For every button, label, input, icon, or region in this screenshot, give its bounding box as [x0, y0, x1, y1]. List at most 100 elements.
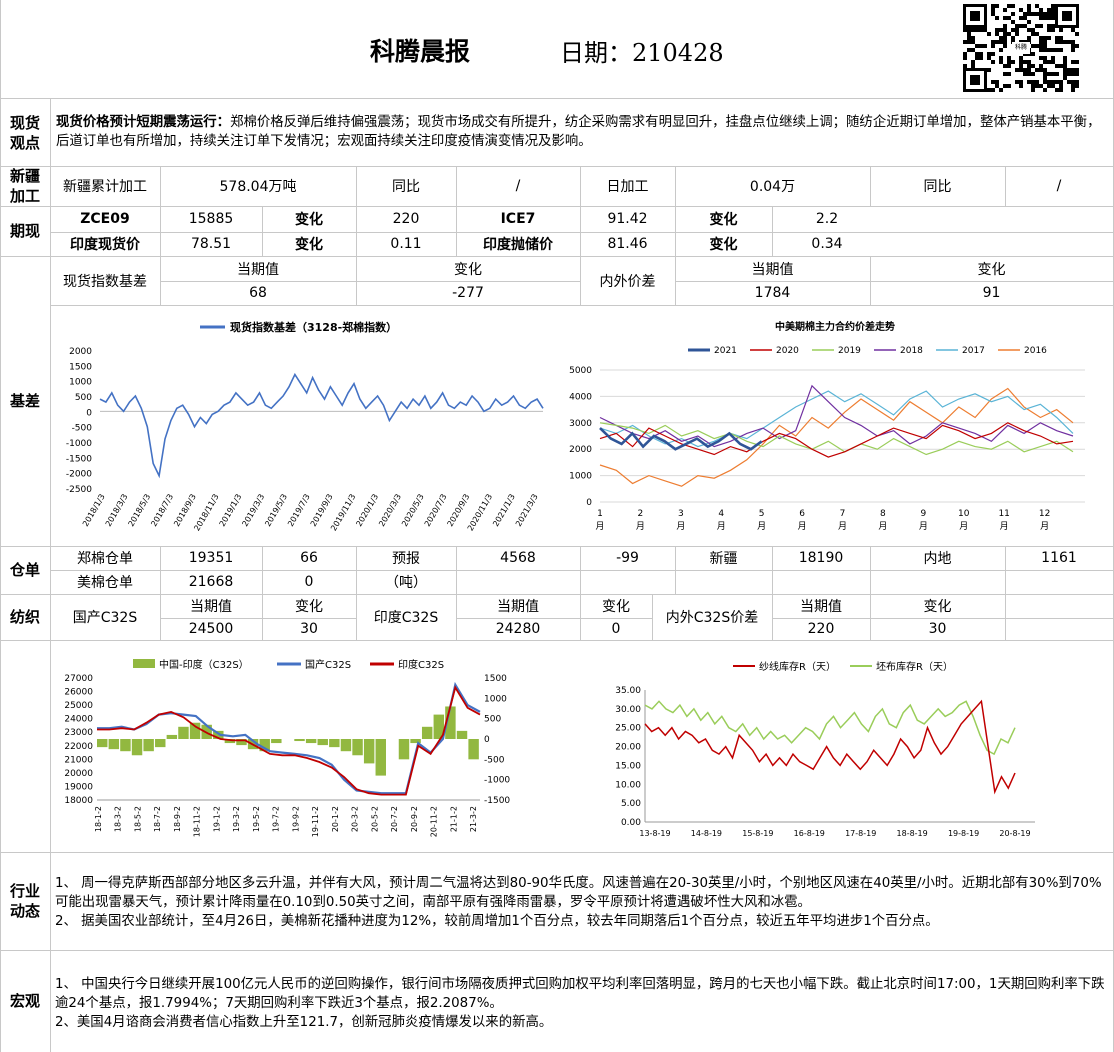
y-right-tick-label: 1000 — [484, 694, 507, 704]
qr-module — [1043, 76, 1047, 80]
y-left-tick-label: 23000 — [64, 728, 93, 738]
qr-module — [1043, 72, 1047, 76]
y-tick-label: 1500 — [69, 362, 92, 372]
diff-bar — [363, 739, 375, 764]
tx-domestic-current-header: 当期值 — [190, 599, 232, 615]
qr-module — [1039, 48, 1043, 52]
wh-sep — [870, 546, 871, 594]
qr-module — [987, 52, 991, 56]
qr-module — [1039, 16, 1043, 20]
xinjiang-label: 新疆 加工 — [9, 167, 40, 205]
qr-module — [1027, 68, 1031, 72]
legend-label: 2017 — [962, 346, 985, 356]
qr-module — [1075, 68, 1079, 72]
qr-module — [1039, 44, 1043, 48]
wh-r1-c2: 19351 — [188, 550, 234, 566]
textile-mid-line — [160, 618, 356, 619]
spread-current-value: 1784 — [754, 285, 791, 301]
qr-module — [963, 56, 967, 60]
qr-module — [1015, 24, 1019, 28]
qr-module — [1063, 72, 1067, 76]
qr-module — [1071, 60, 1075, 64]
report-date: 日期：210428 — [560, 38, 724, 67]
basis-table-bottom — [50, 305, 1114, 306]
legend-label: 2016 — [1024, 346, 1047, 356]
qr-module — [1035, 68, 1039, 72]
xj-sep — [675, 166, 676, 206]
spot-view-body: 郑棉价格反弹后维持偏强震荡；现货市场成交有所提升，纺企采购需求有明显回升，挂盘点… — [56, 115, 1101, 149]
xj-sep — [456, 166, 457, 206]
qr-module — [991, 8, 995, 12]
qr-module — [1003, 40, 1007, 44]
qr-module — [995, 28, 999, 32]
basis-sep — [160, 256, 161, 305]
x-tick-label: 18-3-2 — [114, 806, 123, 832]
x-tick-label: 10 — [958, 509, 970, 519]
inventory-chart: 纱线库存R（天） 坯布库存R（天） 35.00 30.00 25.00 20.00 15.0… — [615, 660, 1035, 838]
qr-caption: 科腾 — [1012, 42, 1030, 54]
xj-yoy-value: / — [515, 178, 521, 194]
basis-bottom-line — [0, 546, 1114, 547]
qr-module — [979, 56, 983, 60]
tx-spread-current-header: 当期值 — [800, 599, 842, 615]
yarn-price-chart: 中国-印度（C32S） 国产C32S 印度C32S 27000 26000 25000 24… — [64, 658, 510, 837]
tx-spread-change-header: 变化 — [923, 599, 952, 615]
tx-sep — [262, 594, 263, 640]
x-tick-unit: 月 — [798, 521, 807, 532]
qr-module — [1007, 60, 1011, 64]
macro-label: 宏观 — [9, 992, 40, 1010]
qr-module — [1051, 80, 1055, 84]
qr-module — [1051, 12, 1055, 16]
qr-module — [991, 88, 995, 92]
y-tick-label: -1000 — [66, 439, 92, 449]
x-tick-label: 19-3-2 — [232, 806, 241, 832]
qr-module — [1039, 68, 1043, 72]
xj-cumulative-label: 新疆累计加工 — [63, 179, 147, 195]
qr-module — [1011, 28, 1015, 32]
y-tick-label: 1000 — [569, 472, 592, 482]
industry-label: 行业 动态 — [9, 882, 40, 920]
wh-sep — [675, 546, 676, 594]
qr-module — [1071, 48, 1075, 52]
qr-module — [1003, 24, 1007, 28]
series-line-2020 — [599, 422, 1074, 458]
x-tick-label: 4 — [718, 509, 724, 519]
qr-module — [999, 60, 1003, 64]
qr-module — [1023, 60, 1027, 64]
tx-domestic-current-value: 24500 — [188, 621, 234, 637]
qr-module — [1043, 48, 1047, 52]
qr-module — [1015, 80, 1019, 84]
x-tick-unit: 月 — [757, 521, 766, 532]
spread-label: 内外价差 — [599, 273, 656, 290]
fut-r1-c1: ZCE09 — [80, 211, 130, 227]
x-tick-label: 2020/5/3 — [400, 493, 426, 529]
qr-module — [991, 4, 995, 8]
qr-module — [1003, 36, 1007, 40]
qr-module — [991, 80, 995, 84]
legend-label: 2018 — [900, 346, 923, 356]
qr-module — [1051, 72, 1055, 76]
qr-module — [999, 28, 1003, 32]
y-tick-label: 5000 — [569, 366, 592, 376]
x-tick-label: 7 — [840, 509, 846, 519]
y-tick-label: 5.00 — [621, 799, 641, 809]
wh-r2-c2: 21668 — [188, 574, 234, 590]
qr-module — [1007, 16, 1011, 20]
textile-label: 纺织 — [9, 608, 40, 626]
qr-module — [1043, 44, 1047, 48]
tx-spread-current-value: 220 — [807, 621, 835, 637]
xj-sep — [160, 166, 161, 256]
qr-module — [971, 40, 975, 44]
diff-bar — [224, 739, 236, 744]
series-line-2021 — [599, 427, 763, 451]
x-tick-label: 2018/1/3 — [81, 493, 107, 529]
y-tick-label: 1000 — [69, 378, 92, 388]
qr-module — [1051, 28, 1055, 32]
diff-bar — [236, 739, 247, 746]
wh-r1-c7: 新疆 — [709, 551, 738, 567]
qr-module — [1051, 4, 1055, 8]
qr-module — [1047, 80, 1051, 84]
qr-finder — [970, 11, 980, 21]
macro-p2: 2、美国4月谘商会消费者信心指数上升至121.7，创新冠肺炎疫情爆发以来的新高。 — [55, 1015, 553, 1030]
